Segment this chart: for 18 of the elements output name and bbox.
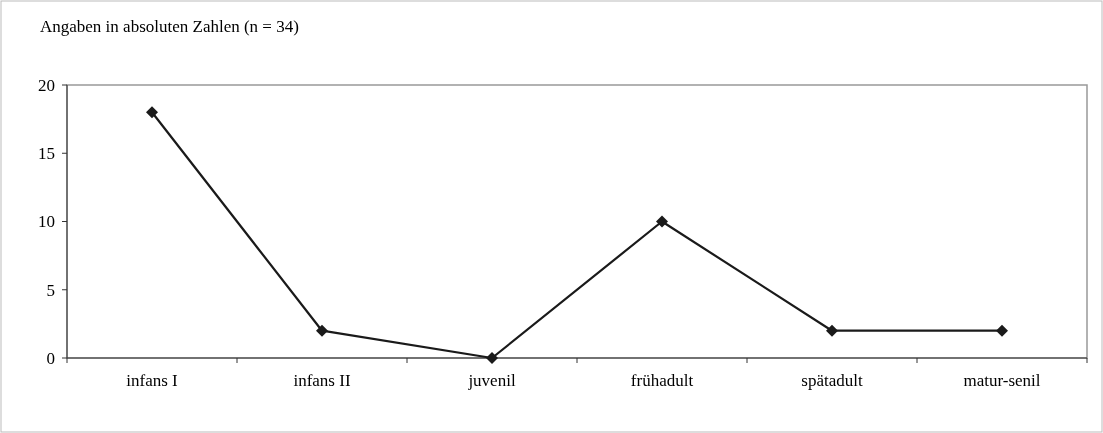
y-tick-label: 0 — [46, 348, 55, 368]
point — [826, 324, 838, 337]
point — [486, 352, 498, 364]
y-tick-label: 15 — [38, 144, 55, 164]
chart-title: Angaben in absoluten Zahlen (n = 34) — [40, 17, 299, 36]
x-tick-label: infans II — [293, 371, 351, 390]
point — [996, 324, 1008, 337]
x-tick-label: frühadult — [630, 371, 694, 390]
point — [316, 324, 328, 337]
point — [146, 106, 158, 119]
x-tick-label: matur-senil — [963, 371, 1041, 390]
x-tick-label: infans I — [126, 371, 179, 390]
y-tick-label: 5 — [46, 280, 55, 300]
y-tick-label: 10 — [38, 212, 55, 232]
x-tick-label: spätadult — [801, 371, 863, 390]
y-tick-label: 20 — [38, 75, 55, 95]
point — [656, 215, 668, 228]
x-tick-label: juvenil — [467, 371, 516, 390]
